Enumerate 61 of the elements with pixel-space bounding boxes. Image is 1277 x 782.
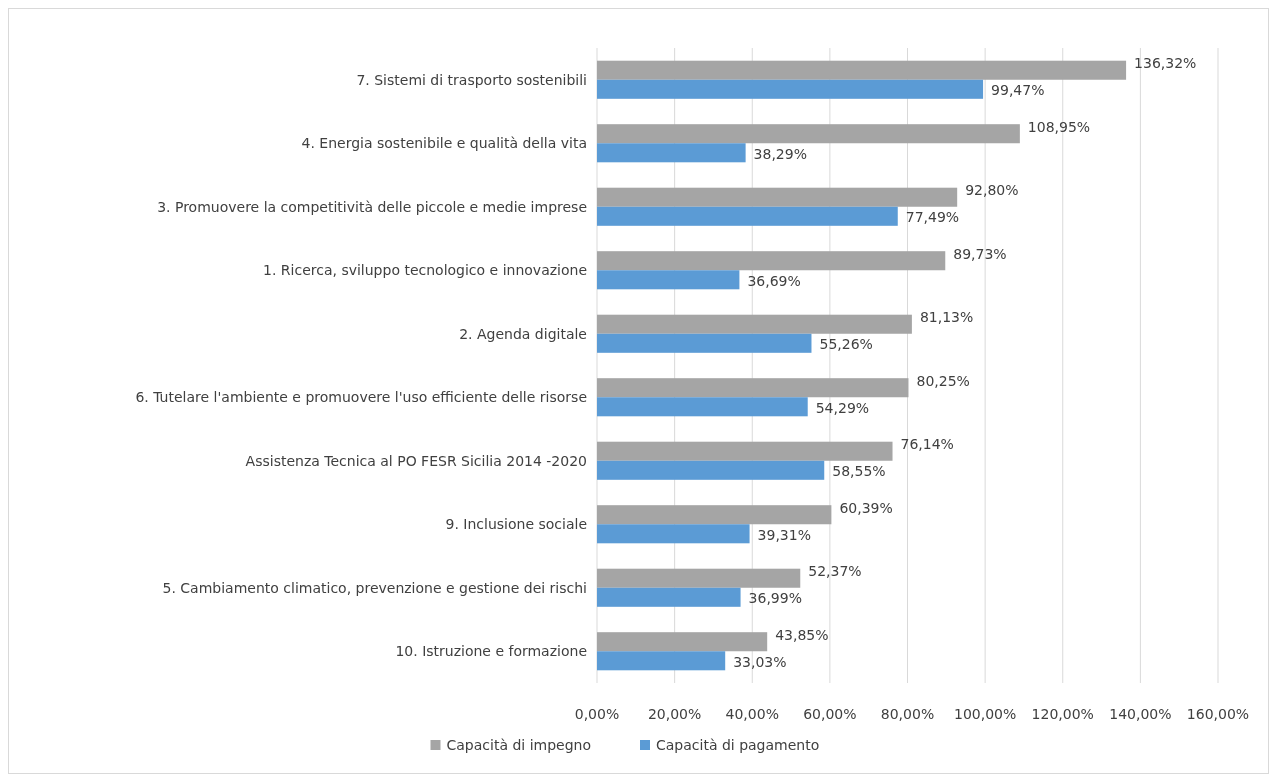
data-label: 58,55% xyxy=(832,463,886,480)
bar xyxy=(597,79,984,99)
x-tick-label: 160,00% xyxy=(1186,706,1250,722)
data-label: 108,95% xyxy=(1027,118,1091,135)
bar xyxy=(597,143,746,163)
data-label: 39,31% xyxy=(757,526,811,543)
bar xyxy=(597,397,808,417)
bar xyxy=(597,587,741,607)
data-label: 92,80% xyxy=(965,182,1019,199)
x-tick-label: 20,00% xyxy=(647,706,702,722)
data-label: 60,39% xyxy=(839,499,893,516)
x-tick-label: 80,00% xyxy=(880,706,935,722)
data-label: 55,26% xyxy=(819,336,873,353)
data-label: 99,47% xyxy=(991,82,1045,99)
bar xyxy=(597,632,768,652)
bar xyxy=(597,206,898,226)
bar xyxy=(597,333,812,353)
x-tick-label: 120,00% xyxy=(1031,706,1094,722)
x-tick-label: 60,00% xyxy=(803,706,857,722)
bar xyxy=(597,460,825,480)
bar xyxy=(597,505,832,525)
y-tick-label: 5. Cambiamento climatico, prevenzione e gestione dei rischi xyxy=(162,579,587,596)
bar xyxy=(597,651,726,671)
bar xyxy=(597,568,801,588)
y-tick-label: 3. Promuovere la competitività delle piccole e medie imprese xyxy=(157,198,587,215)
legend-label: Capacità di pagamento xyxy=(656,737,820,753)
x-tick-label: 0,00% xyxy=(574,706,620,722)
data-label: 54,29% xyxy=(815,399,870,416)
data-label: 33,03% xyxy=(733,653,787,670)
data-label: 77,49% xyxy=(905,209,960,226)
y-tick-label: Assistenza Tecnica al PO FESR Sicilia 2014 -2020 xyxy=(245,452,587,469)
bar xyxy=(597,314,912,334)
bar xyxy=(597,378,909,398)
bar xyxy=(597,60,1127,80)
data-label: 136,32% xyxy=(1134,55,1197,72)
y-tick-label: 2. Agenda digitale xyxy=(459,325,587,342)
bar xyxy=(597,187,958,207)
data-label: 38,29% xyxy=(753,145,807,162)
y-tick-label: 6. Tutelare l'ambiente e promuovere l'uso efficiente delle risorse xyxy=(135,389,587,406)
bar xyxy=(597,441,893,461)
data-label: 52,37% xyxy=(808,563,862,580)
bar xyxy=(597,124,1020,144)
bar xyxy=(597,524,750,544)
data-label: 80,25% xyxy=(916,372,970,389)
data-label: 36,69% xyxy=(747,272,801,289)
bar xyxy=(597,270,740,290)
y-tick-label: 9. Inclusione sociale xyxy=(445,516,587,533)
x-tick-label: 40,00% xyxy=(725,706,779,722)
x-tick-label: 100,00% xyxy=(953,706,1017,722)
data-label: 81,13% xyxy=(919,309,974,326)
data-label: 76,14% xyxy=(900,436,954,453)
y-tick-label: 4. Energia sostenibile e qualità della vita xyxy=(301,135,587,152)
bar xyxy=(597,251,946,271)
data-label: 89,73% xyxy=(953,245,1007,262)
x-tick-label: 140,00% xyxy=(1109,706,1172,722)
data-label: 43,85% xyxy=(775,626,829,643)
y-tick-label: 1. Ricerca, sviluppo tecnologico e innovazione xyxy=(263,262,587,279)
data-label: 36,99% xyxy=(748,590,802,607)
y-tick-label: 7. Sistemi di trasporto sostenibili xyxy=(356,71,587,88)
y-tick-label: 10. Istruzione e formazione xyxy=(395,643,587,660)
legend-label: Capacità di impegno xyxy=(446,737,592,753)
